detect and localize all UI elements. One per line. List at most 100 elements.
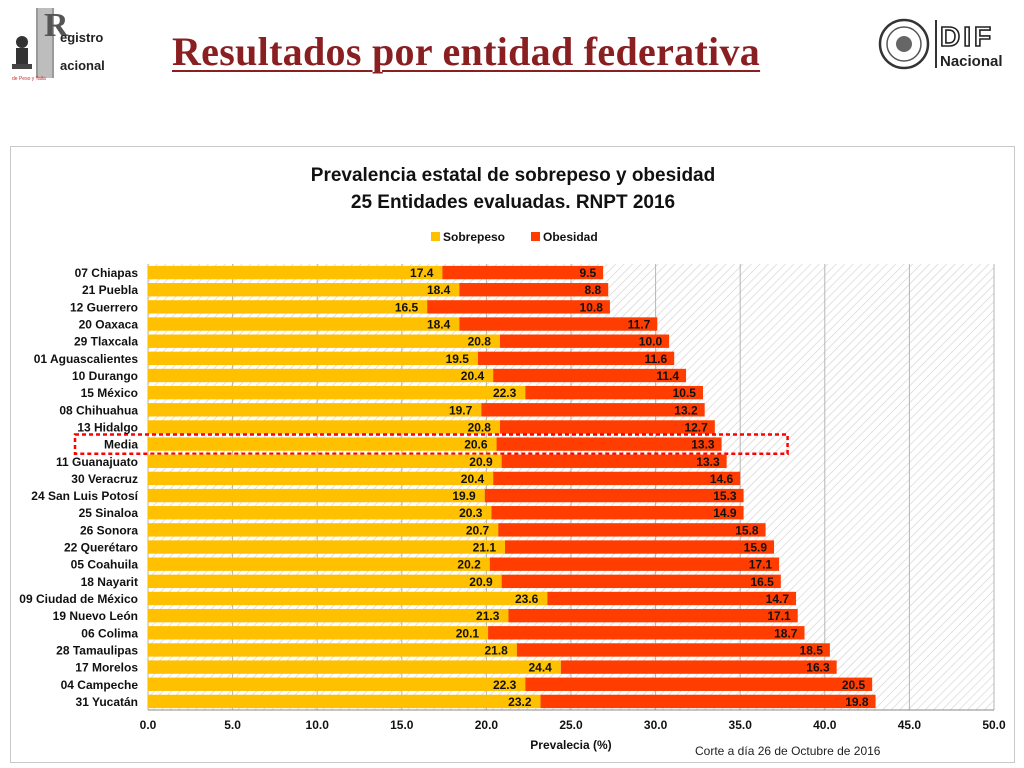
x-tick-label: 5.0: [224, 718, 241, 732]
chart-legend: Sobrepeso Obesidad: [431, 230, 598, 244]
data-label-obesidad: 14.7: [766, 592, 790, 606]
data-label-obesidad: 14.9: [713, 506, 737, 520]
bar-sobrepeso: [148, 351, 478, 366]
data-label-obesidad: 11.4: [656, 369, 679, 383]
bar-obesidad: [491, 506, 744, 520]
bar-sobrepeso: [148, 506, 492, 520]
bar-obesidad: [501, 574, 781, 589]
bar-obesidad: [477, 351, 675, 366]
data-label-sobrepeso: 17.4: [410, 266, 434, 280]
bar-sobrepeso: [148, 368, 494, 383]
bar-obesidad: [508, 608, 798, 623]
y-tick-label: 29 Tlaxcala: [74, 335, 138, 349]
data-label-obesidad: 10.0: [639, 335, 663, 349]
bar-obesidad: [484, 488, 744, 503]
y-tick-label: 25 Sinaloa: [79, 506, 139, 520]
chart-title-line1: Prevalencia estatal de sobrepeso y obesi…: [311, 165, 715, 186]
x-axis-label: Prevalecia (%): [530, 738, 611, 752]
bar-sobrepeso: [148, 283, 460, 297]
bar-obesidad: [499, 420, 715, 434]
bar-obesidad: [489, 557, 780, 571]
bar-sobrepeso: [148, 300, 428, 314]
bar-sobrepeso: [148, 643, 517, 657]
data-label-sobrepeso: 20.8: [468, 335, 492, 349]
data-label-obesidad: 9.5: [579, 266, 596, 280]
data-label-obesidad: 18.5: [800, 643, 824, 657]
bar-obesidad: [493, 471, 741, 486]
bar-obesidad: [442, 265, 604, 280]
data-label-sobrepeso: 20.9: [469, 455, 493, 469]
bar-obesidad: [488, 626, 805, 640]
data-label-obesidad: 10.5: [673, 386, 697, 400]
data-label-obesidad: 12.7: [684, 420, 708, 434]
data-label-sobrepeso: 21.8: [484, 643, 508, 657]
bar-sobrepeso: [148, 265, 443, 280]
bar-obesidad: [493, 368, 687, 383]
bar-sobrepeso: [148, 694, 541, 709]
logo-nacional-text: Nacional: [940, 53, 1003, 70]
x-tick-label: 0.0: [140, 718, 157, 732]
footnote: Corte a día 26 de Octubre de 2016: [695, 744, 881, 758]
slide-header: R egistro acional de Peso y Talla Result…: [0, 0, 1024, 145]
logo-line1: egistro: [60, 30, 103, 45]
data-label-sobrepeso: 23.6: [515, 592, 539, 606]
data-label-sobrepeso: 20.4: [461, 369, 485, 383]
y-tick-label: 11 Guanajuato: [56, 455, 138, 469]
y-tick-label: 10 Durango: [72, 369, 138, 383]
bar-obesidad: [459, 317, 658, 331]
data-label-sobrepeso: 16.5: [395, 300, 419, 314]
y-tick-label: 01 Aguascalientes: [34, 352, 139, 366]
data-label-sobrepeso: 20.6: [464, 438, 488, 452]
y-tick-label: 19 Nuevo León: [53, 609, 138, 623]
data-label-sobrepeso: 24.4: [528, 661, 552, 675]
y-tick-label: 15 México: [81, 386, 138, 400]
bar-obesidad: [540, 694, 876, 709]
registro-nacional-logo-icon: R egistro acional de Peso y Talla: [12, 7, 105, 82]
data-label-sobrepeso: 18.4: [427, 318, 451, 332]
data-label-sobrepeso: 21.3: [476, 609, 500, 623]
y-tick-label: Media: [104, 438, 138, 452]
data-label-obesidad: 20.5: [842, 678, 866, 692]
data-label-obesidad: 15.3: [713, 489, 737, 503]
y-tick-label: 30 Veracruz: [71, 472, 138, 486]
y-tick-label: 07 Chiapas: [75, 266, 139, 280]
y-tick-label: 08 Chihuahua: [59, 403, 138, 417]
bar-obesidad: [498, 523, 766, 537]
x-tick-label: 25.0: [559, 718, 583, 732]
bar-sobrepeso: [148, 317, 460, 331]
bar-obesidad: [496, 437, 722, 451]
bar-sobrepeso: [148, 488, 485, 503]
data-label-obesidad: 8.8: [585, 283, 602, 297]
data-label-obesidad: 13.3: [696, 455, 720, 469]
logo-initial: R: [44, 7, 69, 44]
x-tick-label: 45.0: [898, 718, 922, 732]
data-label-sobrepeso: 19.7: [449, 403, 473, 417]
logo-dif-text: DIF: [940, 21, 994, 52]
data-label-obesidad: 11.7: [628, 318, 651, 332]
y-tick-label: 13 Hidalgo: [77, 420, 138, 434]
y-tick-label: 24 San Luis Potosí: [31, 489, 138, 503]
x-tick-label: 10.0: [306, 718, 330, 732]
bar-sobrepeso: [148, 334, 500, 348]
data-label-sobrepeso: 21.1: [473, 541, 497, 555]
bar-sobrepeso: [148, 574, 502, 589]
y-tick-label: 05 Coahuila: [71, 558, 139, 572]
logo-line2: acional: [60, 58, 105, 73]
y-tick-label: 26 Sonora: [80, 523, 138, 537]
x-tick-label: 40.0: [813, 718, 837, 732]
data-label-sobrepeso: 18.4: [427, 283, 451, 297]
x-tick-label: 15.0: [390, 718, 414, 732]
x-tick-label: 20.0: [475, 718, 499, 732]
y-tick-label: 20 Oaxaca: [79, 318, 139, 332]
y-tick-label: 22 Querétaro: [64, 541, 138, 555]
bar-sobrepeso: [148, 403, 482, 417]
y-tick-label: 06 Colima: [81, 626, 138, 640]
stacked-bar-chart: Prevalencia estatal de sobrepeso y obesi…: [19, 165, 1006, 752]
data-label-obesidad: 16.3: [806, 661, 830, 675]
bar-obesidad: [501, 454, 727, 468]
bar-obesidad: [459, 283, 609, 297]
legend-swatch-sobrepeso: [431, 232, 440, 241]
bar-sobrepeso: [148, 420, 500, 434]
bar-sobrepeso: [148, 557, 490, 571]
bar-sobrepeso: [148, 523, 499, 537]
